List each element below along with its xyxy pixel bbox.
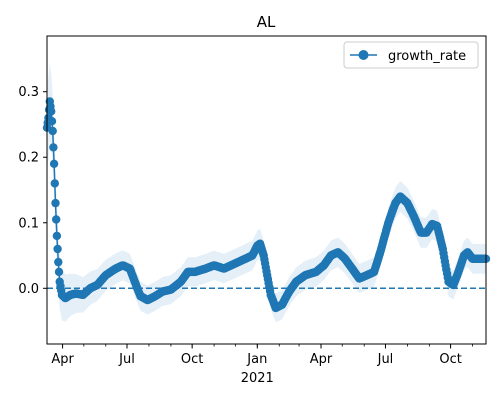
- data-point: [54, 257, 63, 267]
- x-tick-label: Jan: [246, 352, 267, 367]
- chart-title: AL: [257, 13, 276, 31]
- legend-box: [343, 41, 479, 69]
- data-point: [52, 231, 62, 241]
- data-point: [48, 126, 57, 136]
- x-tick-label: Apr: [310, 352, 333, 367]
- data-point: [47, 117, 57, 126]
- x-tick-label: Apr: [51, 352, 74, 367]
- legend-label: growth_rate: [388, 49, 466, 64]
- legend-marker-swatch: [358, 50, 369, 60]
- x-tick-label: Jul: [377, 352, 394, 367]
- plot-frame: [46, 35, 487, 345]
- data-point: [54, 267, 64, 277]
- data-point: [47, 107, 56, 116]
- growth-rate-markers: [42, 97, 491, 313]
- y-tick-label: 0.2: [18, 151, 39, 166]
- x-tick-label: Jul: [118, 352, 135, 367]
- legend: growth_rate: [343, 41, 479, 69]
- data-point: [51, 198, 60, 208]
- data-point: [52, 215, 61, 224]
- x-tick-label: Oct: [439, 352, 461, 367]
- data-point: [53, 244, 62, 254]
- y-tick-label: 0.3: [18, 85, 39, 100]
- y-tick-label: 0.1: [18, 216, 39, 231]
- data-point: [49, 143, 58, 152]
- x-tick-sublabel: 2021: [241, 371, 274, 386]
- y-tick-label: 0.0: [18, 282, 39, 297]
- x-axis: Apr Jul Oct Jan 2021 Apr Jul Oct: [51, 344, 473, 386]
- y-axis: 0.0 0.1 0.2 0.3: [18, 85, 47, 297]
- x-tick-label: Oct: [181, 352, 203, 367]
- data-point: [50, 179, 59, 188]
- data-point: [49, 159, 59, 168]
